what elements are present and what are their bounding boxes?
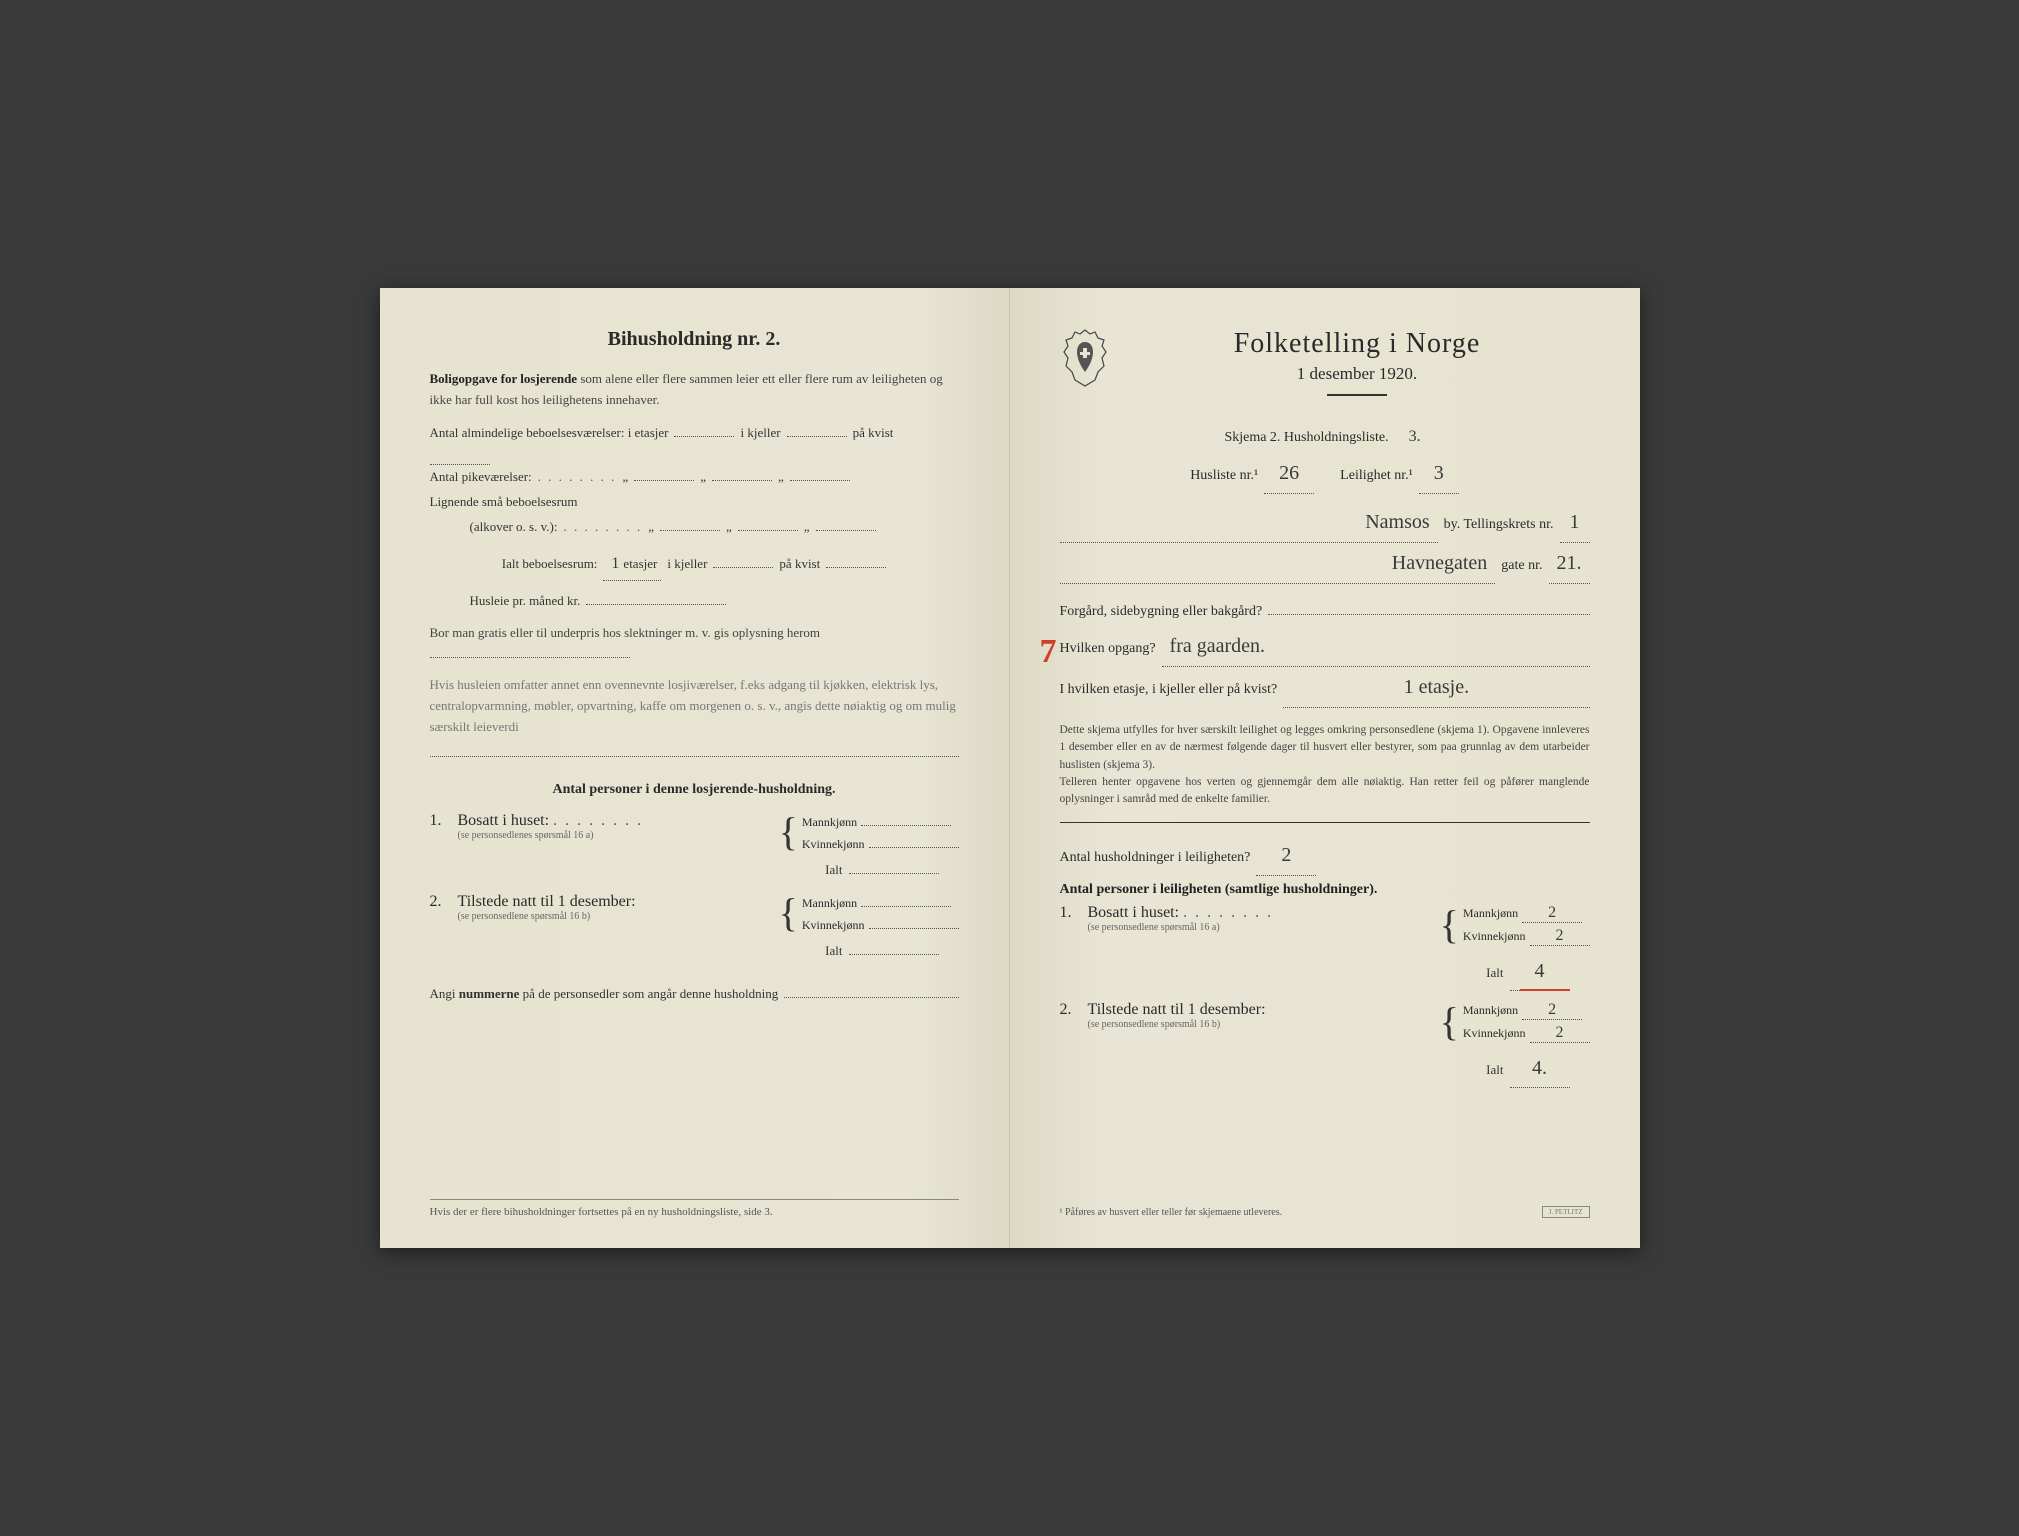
antal-hush-line: Antal husholdninger i leiligheten? 2 — [1060, 835, 1590, 876]
right-ialt-2: Ialt 4. — [1060, 1049, 1590, 1088]
angi-text: Angi nummerne på de personsedler som ang… — [430, 986, 779, 1001]
persons-heading: Antal personer i denne losjerende-hushol… — [430, 782, 959, 798]
skjema-line: Skjema 2. Husholdningsliste. 3. — [1060, 421, 1590, 453]
left-ialt-1: Ialt — [430, 858, 959, 883]
right-footer: ¹ Påføres av husvert eller teller før sk… — [1060, 1206, 1590, 1218]
row-beboelse: Antal almindelige beboelsesværelser: i e… — [430, 421, 959, 466]
right-page: Folketelling i Norge 1 desember 1920. Sk… — [1010, 288, 1640, 1248]
left-title: Bihusholdning nr. 2. — [430, 328, 959, 351]
q-gratis: Bor man gratis eller til underpris hos s… — [430, 623, 959, 665]
right-item-1: 1. Bosatt i huset: (se personsedlene spø… — [1060, 904, 1590, 946]
red-underline-mark — [1520, 987, 1570, 991]
row-husleie: Husleie pr. måned kr. — [430, 589, 959, 614]
row-pike: Antal pikeværelser: „ „ „ — [430, 465, 959, 490]
opgang-line: Hvilken opgang? fra gaarden. — [1060, 626, 1590, 667]
row-lignende: Lignende små beboelsesrum — [430, 490, 959, 515]
left-item-2: 2. Tilstede natt til 1 desember: (se per… — [430, 893, 959, 933]
by-line: Namsos by. Tellingskrets nr. 1 — [1060, 502, 1590, 543]
intro-paragraph: Boligopgave for losjerende som alene ell… — [430, 369, 959, 411]
etasje-line: I hvilken etasje, i kjeller eller på kvi… — [1060, 667, 1590, 708]
intro-bold: Boligopgave for losjerende — [430, 371, 578, 386]
instructions: Dette skjema utfylles for hver særskilt … — [1060, 722, 1590, 808]
left-item-1: 1. Bosatt i huset: (se personsedlenes sp… — [430, 812, 959, 852]
left-page: Bihusholdning nr. 2. Boligopgave for los… — [380, 288, 1010, 1248]
husliste-line: Husliste nr.¹ 26 Leilighet nr.¹ 3 — [1060, 453, 1590, 494]
row-alkover: (alkover o. s. v.): „ „ „ — [430, 515, 959, 540]
antal-pers-heading: Antal personer i leiligheten (samtlige h… — [1060, 876, 1590, 904]
left-footer: Hvis der er flere bihusholdninger fortse… — [430, 1199, 959, 1218]
row-ialt: Ialt beboelsesrum: 1etasjer i kjeller på… — [430, 549, 959, 580]
subtitle: 1 desember 1920. — [1125, 364, 1590, 384]
document-spread: Bihusholdning nr. 2. Boligopgave for los… — [380, 288, 1640, 1248]
red-7-mark: 7 — [1040, 633, 1057, 671]
header: Folketelling i Norge 1 desember 1920. — [1060, 328, 1590, 406]
gate-line: Havnegaten gate nr. 21. — [1060, 543, 1590, 584]
right-item-2: 2. Tilstede natt til 1 desember: (se per… — [1060, 1001, 1590, 1043]
q-omfatter: Hvis husleien omfatter annet enn ovennev… — [430, 675, 959, 737]
forgard-line: Forgård, sidebygning eller bakgård? — [1060, 598, 1590, 626]
right-ialt-1: Ialt 4 — [1060, 952, 1590, 991]
angi-row: Angi nummerne på de personsedler som ang… — [430, 982, 959, 1007]
main-title: Folketelling i Norge — [1125, 328, 1590, 360]
coat-of-arms-icon — [1060, 328, 1110, 388]
left-ialt-2: Ialt — [430, 939, 959, 964]
printer-stamp: J. PETLITZ — [1542, 1206, 1590, 1218]
